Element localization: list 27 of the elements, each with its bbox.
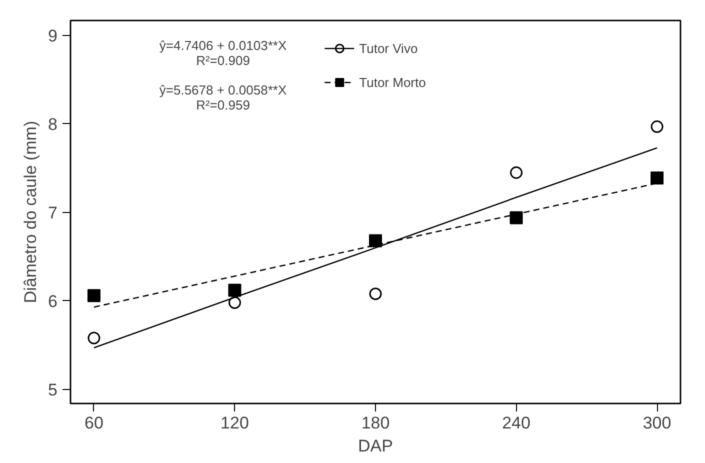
y-tick-label: 9	[48, 26, 58, 46]
y-axis-title: Diâmetro do caule (mm)	[21, 120, 40, 304]
x-tick-label: 180	[361, 414, 390, 432]
annotation: ŷ=4.7406 + 0.0103**X R²=0.909	[159, 38, 287, 68]
x-tick-label: 120	[220, 414, 249, 432]
point	[369, 234, 382, 248]
point	[228, 296, 241, 309]
y-tick-label: 8	[48, 114, 58, 134]
point	[510, 211, 523, 224]
point	[88, 332, 100, 344]
annotation: ŷ=5.5678 + 0.0058**X R²=0.959	[159, 82, 287, 112]
point	[87, 289, 100, 302]
point	[650, 171, 664, 184]
legend-label: Tutor Morto	[359, 74, 426, 90]
y-tick-label: 7	[48, 203, 58, 222]
line-series	[93, 147, 658, 348]
point	[510, 166, 523, 179]
legend-label: Tutor Vivo	[359, 40, 418, 56]
point	[369, 288, 382, 300]
y-tick-label: 6	[48, 292, 58, 311]
y-tick-label: 5	[48, 380, 58, 400]
x-tick-label: 240	[502, 414, 530, 432]
point	[650, 120, 664, 133]
x-tick-label: 300	[642, 414, 672, 432]
x-axis-title: DAP	[358, 436, 393, 456]
x-tick-label: 60	[84, 414, 104, 432]
point	[228, 284, 242, 297]
